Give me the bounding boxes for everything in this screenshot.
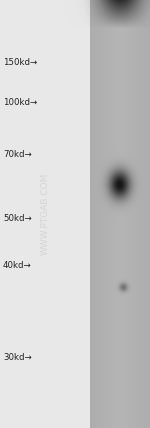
Text: 50kd→: 50kd→ xyxy=(3,214,32,223)
Text: 40kd→: 40kd→ xyxy=(3,261,32,270)
Text: 70kd→: 70kd→ xyxy=(3,149,32,159)
Text: 100kd→: 100kd→ xyxy=(3,98,37,107)
Text: 150kd→: 150kd→ xyxy=(3,57,37,67)
Text: 30kd→: 30kd→ xyxy=(3,353,32,362)
Text: WWW.PTGAB.COM: WWW.PTGAB.COM xyxy=(40,173,50,255)
